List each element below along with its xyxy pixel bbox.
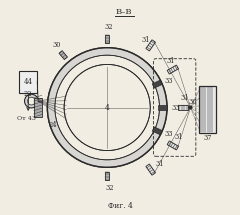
Text: 30: 30	[52, 41, 60, 49]
Polygon shape	[146, 40, 156, 51]
Polygon shape	[167, 65, 179, 74]
Polygon shape	[158, 105, 167, 110]
Polygon shape	[105, 172, 109, 180]
Text: В–В: В–В	[116, 8, 132, 16]
FancyBboxPatch shape	[34, 98, 42, 117]
Polygon shape	[152, 127, 162, 135]
Text: 31: 31	[167, 57, 175, 66]
FancyBboxPatch shape	[199, 86, 216, 133]
Text: Фиг. 4: Фиг. 4	[108, 202, 132, 210]
Text: 33: 33	[165, 130, 173, 138]
Text: 31: 31	[181, 94, 189, 102]
Wedge shape	[47, 48, 167, 167]
Polygon shape	[178, 105, 188, 110]
Polygon shape	[146, 164, 156, 175]
Text: От 43: От 43	[17, 116, 36, 121]
Text: 33: 33	[165, 77, 173, 85]
Text: 33: 33	[172, 103, 180, 112]
Polygon shape	[105, 35, 109, 43]
Circle shape	[189, 106, 192, 109]
Circle shape	[28, 97, 35, 105]
Text: 24: 24	[48, 121, 57, 129]
Text: 44: 44	[24, 78, 33, 86]
Text: 4: 4	[105, 103, 110, 112]
Text: 36: 36	[188, 98, 197, 106]
Text: 31: 31	[142, 36, 150, 44]
FancyBboxPatch shape	[19, 71, 37, 92]
Text: 32: 32	[105, 184, 114, 192]
Text: 32: 32	[104, 23, 113, 31]
Circle shape	[24, 94, 38, 108]
Polygon shape	[152, 80, 162, 88]
Text: 31: 31	[175, 133, 183, 141]
Text: 37: 37	[203, 134, 212, 143]
Text: 31: 31	[155, 160, 164, 168]
Polygon shape	[167, 141, 179, 150]
Text: 22: 22	[24, 90, 32, 98]
Polygon shape	[59, 51, 67, 60]
